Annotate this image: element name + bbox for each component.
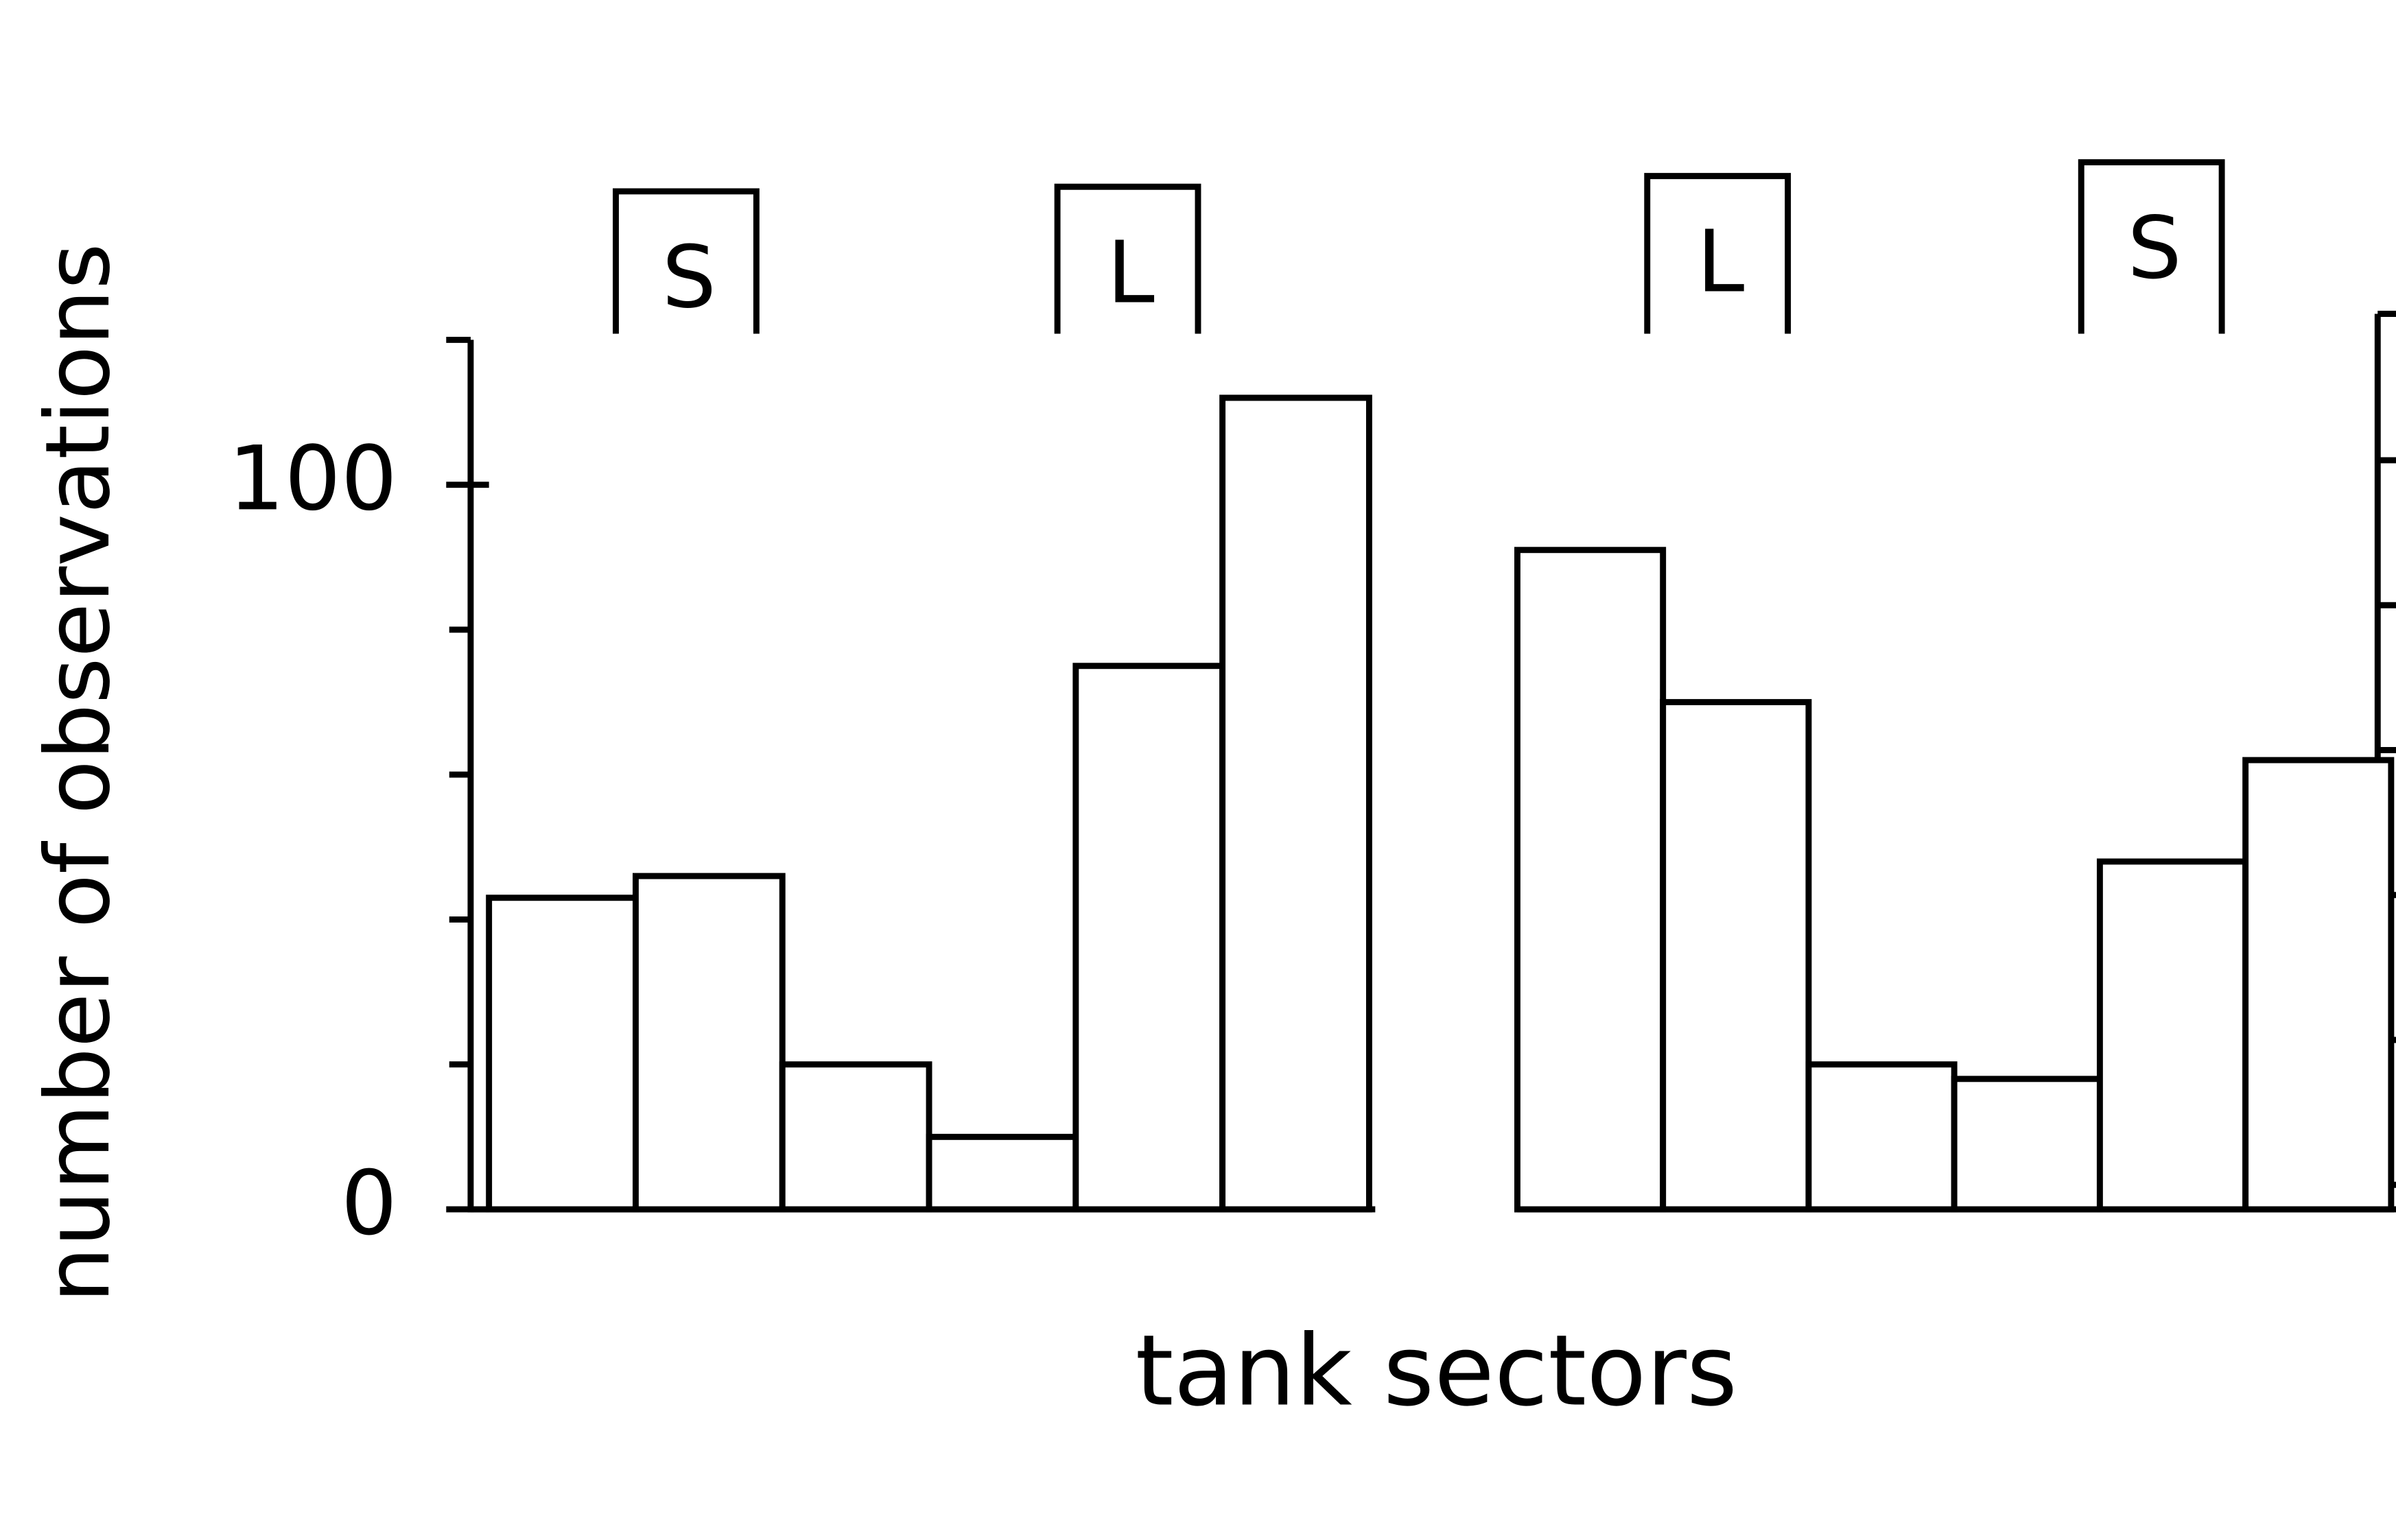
bar <box>486 895 639 1213</box>
bar <box>1660 699 1812 1213</box>
sector-marker: S <box>662 228 716 327</box>
bar <box>1951 1076 2103 1213</box>
bar <box>926 1133 1079 1213</box>
y-tick-label: 100 <box>228 427 397 530</box>
bar <box>632 873 786 1213</box>
bar <box>2242 757 2395 1213</box>
sector-marker-box <box>613 188 760 334</box>
sector-marker-box <box>2078 159 2225 334</box>
bar <box>1219 394 1372 1213</box>
sector-marker: L <box>1697 213 1744 312</box>
sector-marker: L <box>1107 223 1154 322</box>
sector-marker: S <box>2128 199 2182 298</box>
bar <box>1072 663 1226 1213</box>
y-axis-label: number of observations <box>27 243 130 1303</box>
sector-marker-box <box>1644 173 1792 334</box>
y-tick-label: 0 <box>341 1152 397 1255</box>
bar <box>1805 1061 1958 1213</box>
x-axis-label: tank sectors <box>1136 1314 1738 1428</box>
bar <box>2096 858 2249 1213</box>
sector-marker-box <box>1054 183 1201 334</box>
bar <box>1514 547 1667 1213</box>
bar <box>779 1061 932 1213</box>
